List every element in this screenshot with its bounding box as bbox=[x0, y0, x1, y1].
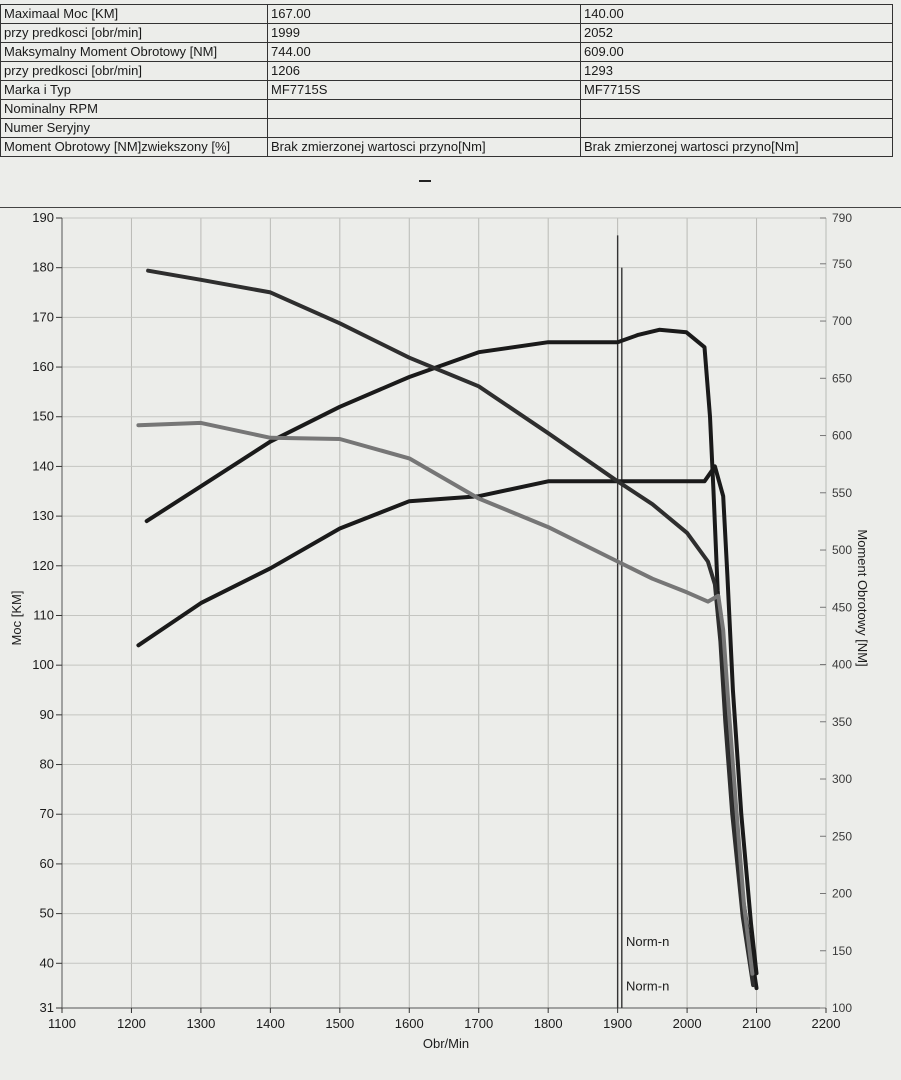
y-tick-label: 120 bbox=[32, 558, 54, 573]
norm-label: Norm-n bbox=[626, 934, 669, 949]
y-tick-label: 40 bbox=[40, 955, 54, 970]
x-tick-label: 1700 bbox=[464, 1016, 493, 1031]
dash-mark bbox=[419, 180, 431, 182]
spec-value-2 bbox=[580, 118, 893, 138]
spec-label: Moment Obrotowy [NM]zwiekszony [%] bbox=[0, 137, 268, 157]
spec-value-1: 1999 bbox=[267, 23, 581, 43]
spec-row: przy predkosci [obr/min] 1999 2052 bbox=[0, 23, 893, 43]
spec-row: Marka i Typ MF7715S MF7715S bbox=[0, 80, 893, 100]
y-tick-label: 50 bbox=[40, 906, 54, 921]
y2-tick-label: 550 bbox=[832, 486, 852, 500]
x-tick-label: 1200 bbox=[117, 1016, 146, 1031]
y-tick-label: 90 bbox=[40, 707, 54, 722]
spec-value-1: 1206 bbox=[267, 61, 581, 81]
series-line-2 bbox=[136, 464, 759, 976]
spec-row: Maksymalny Moment Obrotowy [NM] 744.00 609… bbox=[0, 42, 893, 62]
spec-label: przy predkosci [obr/min] bbox=[0, 61, 268, 81]
spec-value-2: 140.00 bbox=[580, 4, 893, 24]
y-tick-label: 80 bbox=[40, 757, 54, 772]
y-tick-label: 190 bbox=[32, 210, 54, 225]
y-tick-label: 100 bbox=[32, 657, 54, 672]
x-axis-ticks: 1100 1200 1300 1400 1500 1600 1700 1800 1900 2000… bbox=[48, 1008, 840, 1031]
x-tick-label: 1400 bbox=[256, 1016, 285, 1031]
y2-tick-label: 100 bbox=[832, 1001, 852, 1015]
y-tick-label: 130 bbox=[32, 508, 54, 523]
y2-tick-label: 450 bbox=[832, 600, 852, 614]
spec-value-2: 2052 bbox=[580, 23, 893, 43]
x-tick-label: 1600 bbox=[395, 1016, 424, 1031]
spec-value-2: MF7715S bbox=[580, 80, 893, 100]
spec-label: Maksymalny Moment Obrotowy [NM] bbox=[0, 42, 268, 62]
y-tick-label: 180 bbox=[32, 260, 54, 275]
x-tick-label: 2100 bbox=[742, 1016, 771, 1031]
x-tick-label: 1300 bbox=[186, 1016, 215, 1031]
y-axis-left-ticks: 190 180 170 160 150 140 130 120 110 100 90 80 70 60 50… bbox=[32, 210, 62, 1015]
y2-tick-label: 200 bbox=[832, 887, 852, 901]
chart-svg: 190 180 170 160 150 140 130 120 110 100 90 80 70 60 50… bbox=[9, 210, 870, 1051]
y-tick-label: 110 bbox=[33, 607, 54, 622]
y2-tick-label: 650 bbox=[832, 371, 852, 385]
spec-label: Nominalny RPM bbox=[0, 99, 268, 119]
y2-tick-label: 790 bbox=[832, 211, 852, 225]
spec-value-1 bbox=[267, 118, 581, 138]
dyno-chart: 190 180 170 160 150 140 130 120 110 100 90 80 70 60 50… bbox=[0, 207, 901, 1070]
y-tick-label: 170 bbox=[32, 309, 54, 324]
spec-row: Maximaal Moc [KM] 167.00 140.00 bbox=[0, 4, 893, 24]
y2-tick-label: 300 bbox=[832, 772, 852, 786]
y2-tick-label: 150 bbox=[832, 944, 852, 958]
y2-tick-label: 500 bbox=[832, 543, 852, 557]
spec-label: przy predkosci [obr/min] bbox=[0, 23, 268, 43]
x-tick-label: 1500 bbox=[325, 1016, 354, 1031]
y2-tick-label: 750 bbox=[832, 257, 852, 271]
spec-value-1: Brak zmierzonej wartosci przyno[Nm] bbox=[267, 137, 581, 157]
series-line-4 bbox=[136, 420, 755, 976]
x-tick-label: 1100 bbox=[48, 1016, 76, 1031]
spec-label: Maximaal Moc [KM] bbox=[0, 4, 268, 24]
spec-row: Numer Seryjny bbox=[0, 118, 893, 138]
spec-label: Numer Seryjny bbox=[0, 118, 268, 138]
norm-lines bbox=[616, 235, 623, 1008]
spec-value-2: Brak zmierzonej wartosci przyno[Nm] bbox=[580, 137, 893, 157]
spec-value-1: 167.00 bbox=[267, 4, 581, 24]
spec-value-2: 1293 bbox=[580, 61, 893, 81]
series-lines bbox=[136, 268, 759, 991]
series-line-3 bbox=[146, 268, 756, 988]
series-line-1 bbox=[144, 327, 759, 991]
y2-tick-label: 350 bbox=[832, 715, 852, 729]
y-axis-title: Moc [KM] bbox=[9, 591, 24, 646]
spec-value-2 bbox=[580, 99, 893, 119]
spec-table: Maximaal Moc [KM] 167.00 140.00 przy predko… bbox=[0, 4, 893, 157]
y2-tick-label: 250 bbox=[832, 829, 852, 843]
spec-value-1 bbox=[267, 99, 581, 119]
y-tick-label: 150 bbox=[32, 409, 54, 424]
y-tick-label: 160 bbox=[32, 359, 54, 374]
y-tick-label: 60 bbox=[40, 856, 54, 871]
y-tick-label: 31 bbox=[40, 1000, 54, 1015]
x-tick-label: 2200 bbox=[812, 1016, 841, 1031]
x-axis-title: Obr/Min bbox=[423, 1036, 469, 1051]
spec-row: przy predkosci [obr/min] 1206 1293 bbox=[0, 61, 893, 81]
spec-row: Moment Obrotowy [NM]zwiekszony [%] Brak z… bbox=[0, 137, 893, 157]
spec-row: Nominalny RPM bbox=[0, 99, 893, 119]
y2-tick-label: 700 bbox=[832, 314, 852, 328]
spec-value-1: MF7715S bbox=[267, 80, 581, 100]
x-tick-label: 1900 bbox=[603, 1016, 632, 1031]
x-tick-label: 1800 bbox=[534, 1016, 563, 1031]
y-tick-label: 70 bbox=[40, 806, 54, 821]
y2-axis-title: Moment Obrotowy [NM] bbox=[855, 529, 870, 666]
spec-table-body: Maximaal Moc [KM] 167.00 140.00 przy predko… bbox=[0, 4, 893, 157]
grid bbox=[61, 217, 827, 1009]
y2-tick-label: 600 bbox=[832, 429, 852, 443]
spec-label: Marka i Typ bbox=[0, 80, 268, 100]
annotations: Norm-n Norm-n bbox=[626, 934, 669, 994]
spec-value-1: 744.00 bbox=[267, 42, 581, 62]
spec-value-2: 609.00 bbox=[580, 42, 893, 62]
y-tick-label: 140 bbox=[32, 458, 54, 473]
norm-label: Norm-n bbox=[626, 979, 669, 994]
y2-tick-label: 400 bbox=[832, 658, 852, 672]
x-tick-label: 2000 bbox=[673, 1016, 702, 1031]
y-axis-right-ticks: 790 750 700 650 600 550 500 450 400 350 300 250 200 1… bbox=[820, 211, 852, 1015]
